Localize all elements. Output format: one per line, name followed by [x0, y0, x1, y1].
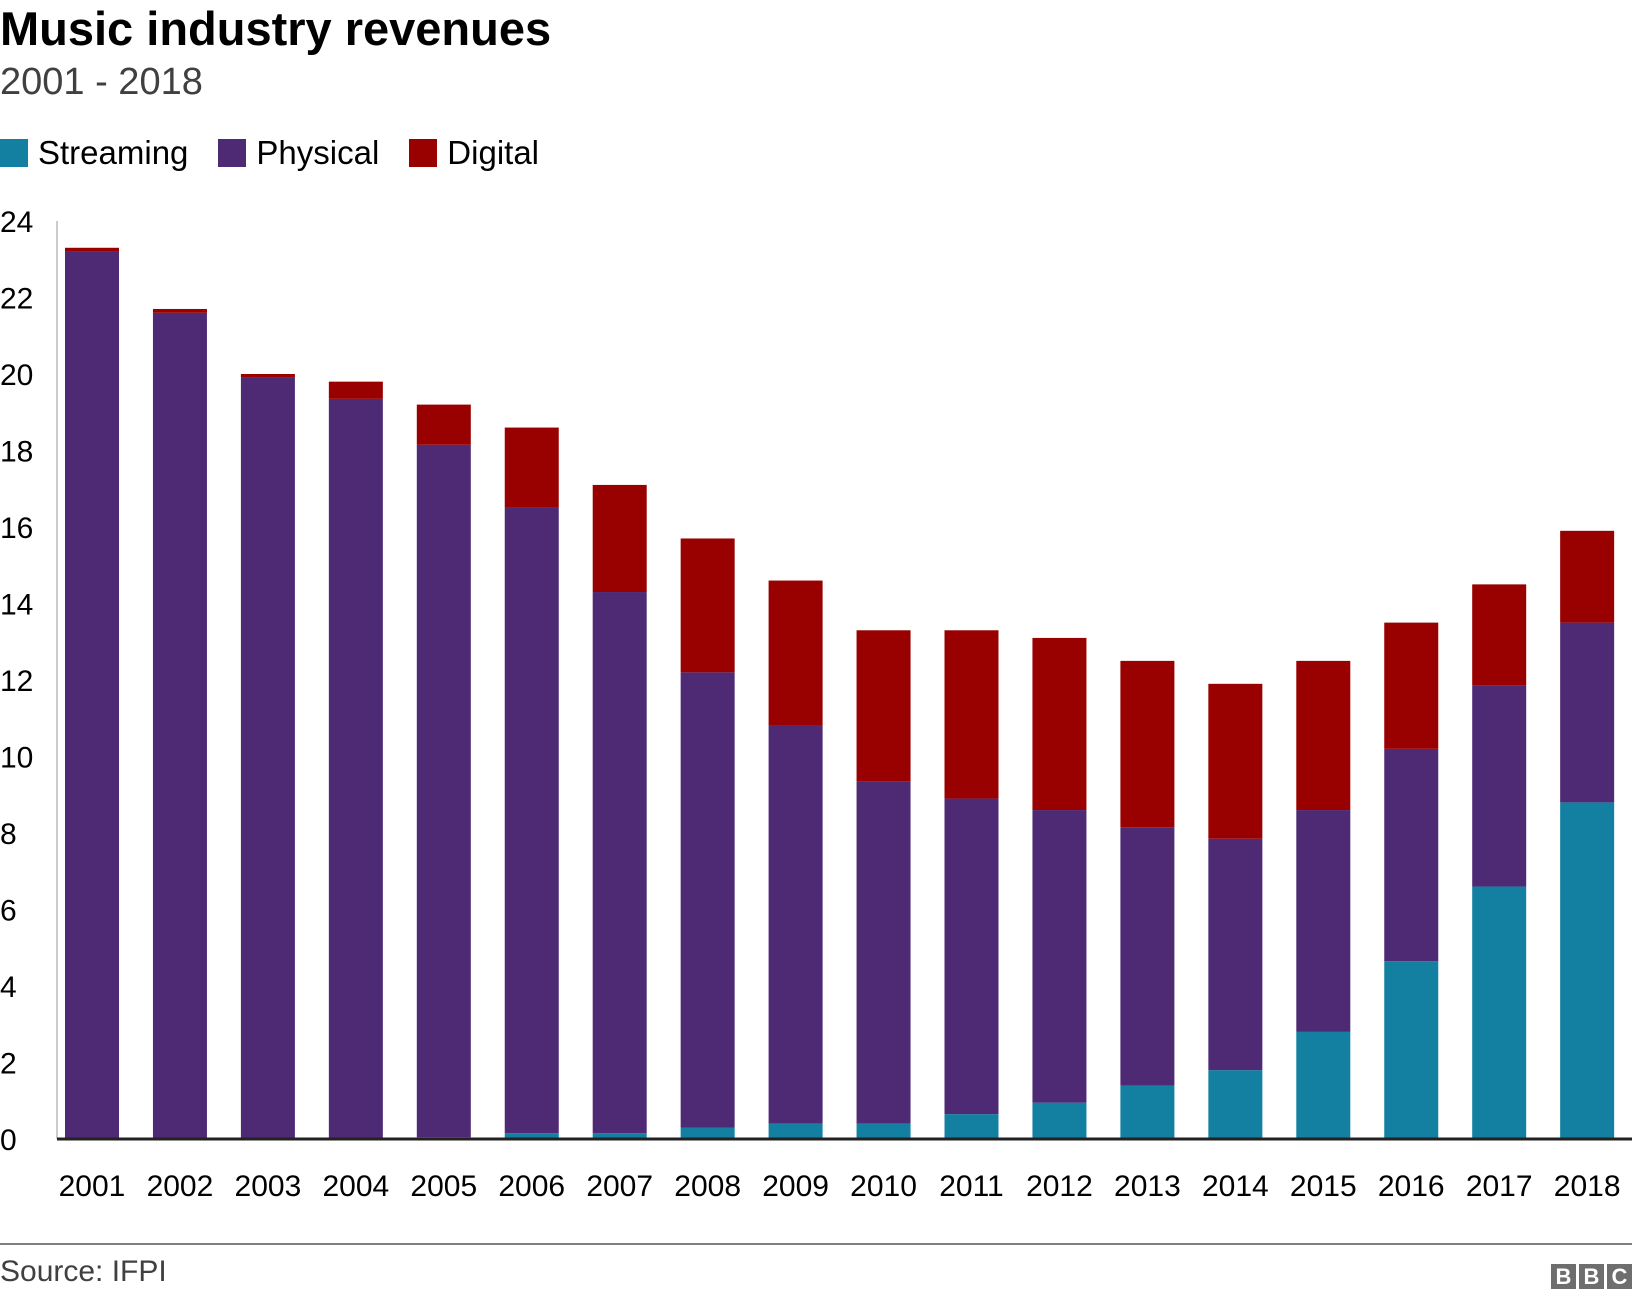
y-tick-label: 14 [0, 589, 33, 622]
legend-label: Streaming [38, 134, 189, 171]
bar-digital-2007 [592, 484, 647, 593]
source-note: Source: IFPI [0, 1255, 167, 1288]
bar-physical-2013 [1120, 827, 1175, 1086]
y-tick-label: 2 [0, 1048, 17, 1081]
x-tick-label: 2005 [410, 1170, 477, 1203]
bar-digital-2004 [328, 381, 383, 399]
bar-digital-2018 [1560, 530, 1615, 623]
bar-digital-2010 [856, 630, 911, 782]
bar-physical-2008 [680, 672, 735, 1128]
bar-streaming-2009 [768, 1123, 823, 1139]
y-tick-label: 6 [0, 895, 17, 928]
bar-streaming-2008 [680, 1127, 735, 1139]
bar-digital-2005 [416, 404, 471, 445]
chart-title: Music industry revenues [0, 2, 552, 55]
x-tick-label: 2001 [59, 1170, 126, 1203]
bar-physical-2015 [1296, 810, 1351, 1032]
x-tick-label: 2002 [147, 1170, 214, 1203]
legend-item-digital: Digital [409, 134, 539, 172]
legend: Streaming Physical Digital [0, 134, 569, 172]
x-tick-label: 2012 [1026, 1170, 1093, 1203]
legend-label: Digital [447, 134, 539, 171]
bar-streaming-2015 [1296, 1031, 1351, 1139]
bar-physical-2016 [1384, 748, 1439, 962]
bar-streaming-2011 [944, 1114, 999, 1139]
x-tick-label: 2010 [850, 1170, 917, 1203]
y-tick-label: 24 [0, 206, 33, 239]
bar-streaming-2017 [1472, 886, 1527, 1139]
y-tick-label: 8 [0, 818, 17, 851]
bar-physical-2001 [65, 251, 119, 1140]
legend-item-streaming: Streaming [0, 134, 188, 172]
legend-swatch [218, 139, 247, 167]
x-tick-label: 2013 [1114, 1170, 1181, 1203]
bar-physical-2003 [240, 377, 295, 1139]
bar-physical-2006 [504, 507, 559, 1134]
y-tick-label: 18 [0, 436, 33, 469]
x-tick-label: 2016 [1378, 1170, 1445, 1203]
bar-digital-2008 [680, 538, 735, 673]
bar-streaming-2010 [856, 1123, 911, 1139]
y-tick-label: 4 [0, 971, 17, 1004]
y-tick-label: 16 [0, 512, 33, 545]
y-tick-label: 0 [0, 1124, 17, 1157]
bar-streaming-2016 [1384, 961, 1439, 1139]
x-tick-label: 2004 [322, 1170, 389, 1203]
bar-physical-2005 [416, 444, 471, 1138]
x-tick-label: 2009 [762, 1170, 829, 1203]
bar-physical-2012 [1032, 810, 1087, 1103]
bar-streaming-2007 [592, 1133, 647, 1139]
legend-swatch [409, 139, 438, 167]
bar-digital-2012 [1032, 637, 1087, 811]
bar-streaming-2012 [1032, 1102, 1087, 1139]
x-tick-label: 2015 [1290, 1170, 1357, 1203]
x-tick-label: 2006 [498, 1170, 565, 1203]
y-tick-label: 10 [0, 742, 33, 775]
x-tick-label: 2007 [586, 1170, 653, 1203]
bar-digital-2009 [768, 580, 823, 726]
bar-digital-2003 [240, 374, 295, 378]
bar-physical-2007 [592, 592, 647, 1134]
bar-physical-2011 [944, 798, 999, 1115]
y-tick-label: 22 [0, 283, 33, 316]
bar-physical-2014 [1208, 838, 1263, 1071]
bar-physical-2010 [856, 781, 911, 1124]
bar-physical-2018 [1560, 622, 1615, 803]
bar-streaming-2013 [1120, 1085, 1175, 1139]
bar-digital-2017 [1472, 584, 1527, 686]
bar-digital-2011 [944, 630, 999, 799]
x-tick-label: 2003 [235, 1170, 302, 1203]
x-tick-label: 2011 [939, 1170, 1004, 1203]
bar-digital-2014 [1208, 683, 1263, 839]
bar-digital-2015 [1296, 660, 1351, 811]
legend-label: Physical [256, 134, 380, 171]
bar-streaming-2006 [504, 1133, 559, 1139]
bar-digital-2001 [65, 247, 119, 252]
bar-streaming-2014 [1208, 1070, 1263, 1139]
chart-subtitle: 2001 - 2018 [0, 61, 203, 103]
footer-divider [0, 1243, 1632, 1245]
bar-digital-2016 [1384, 622, 1439, 749]
x-tick-label: 2008 [674, 1170, 741, 1203]
x-tick-label: 2018 [1554, 1170, 1621, 1203]
bar-physical-2017 [1472, 685, 1527, 887]
x-tick-label: 2014 [1202, 1170, 1269, 1203]
bar-physical-2009 [768, 725, 823, 1124]
legend-item-physical: Physical [218, 134, 379, 172]
bar-physical-2002 [152, 312, 207, 1139]
bar-digital-2006 [504, 427, 559, 508]
bar-digital-2013 [1120, 660, 1175, 828]
legend-swatch [0, 139, 28, 167]
y-tick-label: 20 [0, 359, 33, 392]
x-tick-label: 2017 [1466, 1170, 1533, 1203]
y-tick-label: 12 [0, 665, 33, 698]
bar-physical-2004 [328, 398, 383, 1139]
bar-digital-2002 [152, 308, 207, 313]
bar-streaming-2018 [1560, 802, 1615, 1139]
